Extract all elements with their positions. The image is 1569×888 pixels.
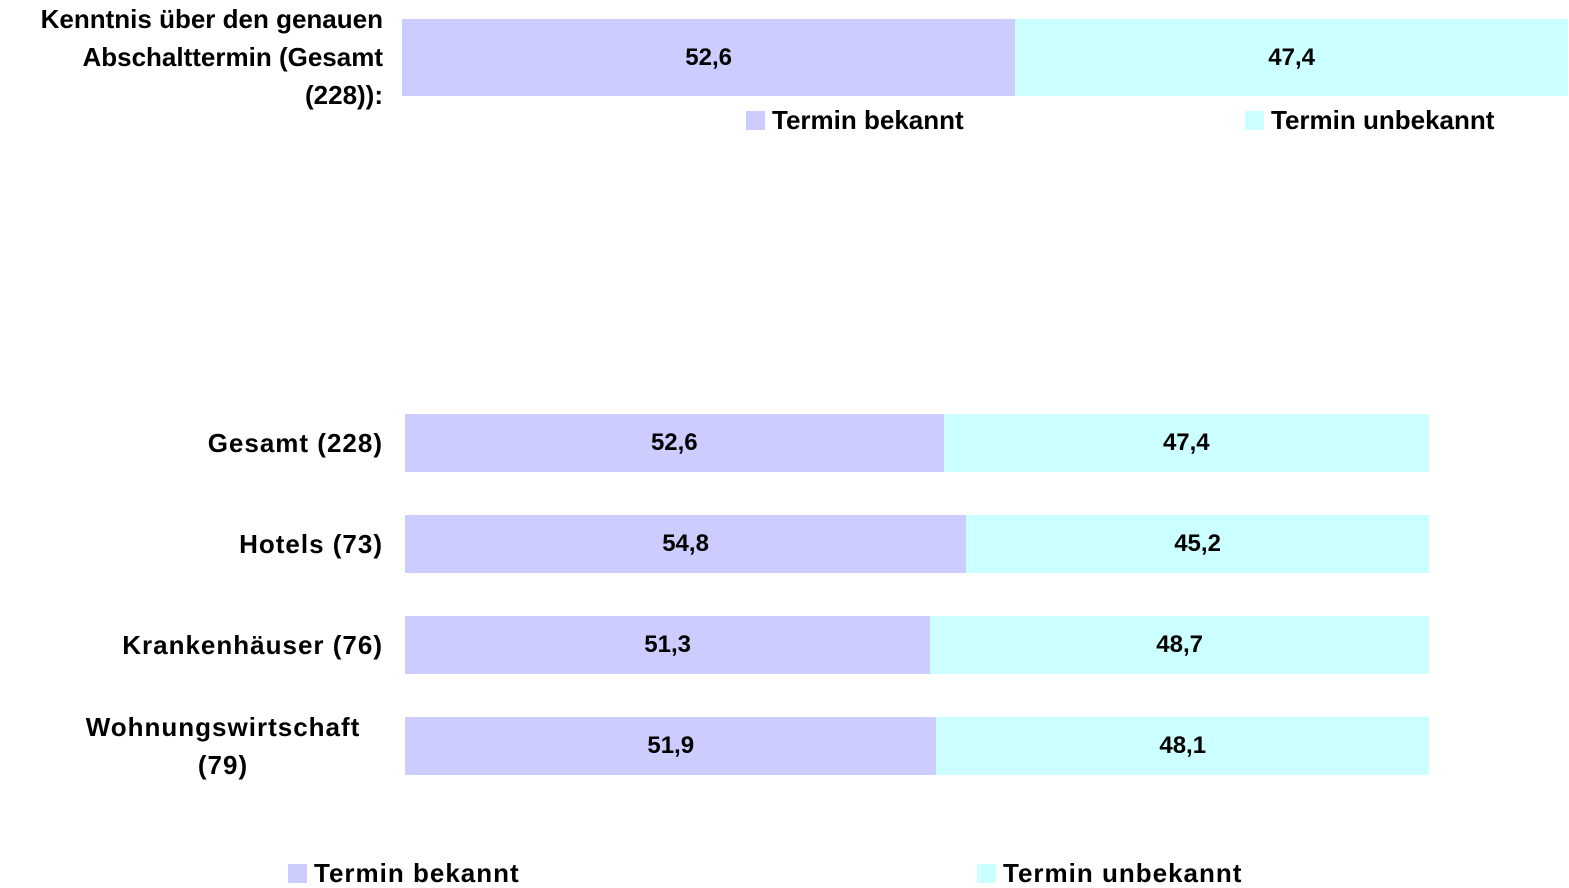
bar-segment xyxy=(943,414,1429,472)
legend-swatch xyxy=(288,864,307,883)
value-label: 51,3 xyxy=(644,631,691,658)
value-label: 47,4 xyxy=(1162,429,1210,456)
bar-segment xyxy=(405,414,944,472)
category-label: Kenntnis über den genauen Abschalttermin… xyxy=(40,4,383,110)
value-label: 48,7 xyxy=(1156,631,1203,658)
value-label: 47,4 xyxy=(1268,43,1315,71)
category-label: Gesamt (228) xyxy=(207,428,383,458)
bar-segment xyxy=(405,717,937,775)
category-label: Krankenhäuser (76) xyxy=(122,630,383,660)
category-label: Wohnungswirtschaft (79) xyxy=(85,712,361,780)
legend-swatch xyxy=(746,111,765,130)
bar-segment xyxy=(405,616,931,674)
bar-segment xyxy=(966,515,1429,573)
legend-label: Termin unbekannt xyxy=(1271,105,1495,135)
legend-swatch xyxy=(1245,111,1264,130)
legend-label: Termin bekannt xyxy=(314,858,520,888)
legend-label: Termin unbekannt xyxy=(1003,858,1243,888)
legend-swatch xyxy=(977,864,996,883)
value-label: 52,6 xyxy=(650,429,698,456)
bar-segment xyxy=(936,717,1429,775)
value-label: 48,1 xyxy=(1159,732,1207,759)
value-label: 54,8 xyxy=(662,530,709,557)
bar-segment xyxy=(1015,19,1568,96)
legend-label: Termin bekannt xyxy=(772,105,964,135)
bar-segment xyxy=(405,515,967,573)
value-label: 52,6 xyxy=(685,43,733,71)
value-label: 51,9 xyxy=(647,732,695,759)
bar-segment xyxy=(930,616,1429,674)
value-label: 45,2 xyxy=(1174,530,1221,557)
bar-segment xyxy=(402,19,1016,96)
category-label: Hotels (73) xyxy=(239,529,383,559)
